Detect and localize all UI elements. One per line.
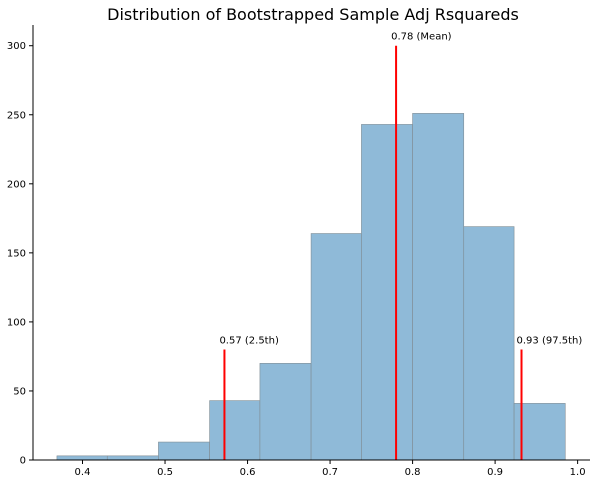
y-tick-label: 0 (20, 456, 26, 467)
axes: 0.4 0.5 0.6 0.7 0.8 0.9 1.0 0 50 100 150 200 250 300 (7, 25, 590, 478)
histogram-bar (310, 233, 362, 461)
y-tick-label: 150 (7, 248, 26, 259)
x-tick-label: 0.8 (405, 467, 421, 478)
x-tick-label: 0.7 (322, 467, 338, 478)
x-tick-label: 0.4 (75, 467, 91, 478)
percentile-marker-label: 0.57 (2.5th) (219, 336, 279, 347)
percentile-marker-label: 0.93 (97.5th) (517, 336, 583, 347)
histogram-bar (412, 113, 465, 461)
histogram-bar (463, 226, 515, 461)
histogram-bar (513, 403, 566, 461)
x-tick-label: 0.9 (487, 467, 503, 478)
x-tick-label: 0.6 (240, 467, 256, 478)
y-tick-label: 300 (7, 41, 26, 52)
y-tick-label: 100 (7, 317, 26, 328)
y-tick-label: 200 (7, 179, 26, 190)
histogram-bar (106, 455, 159, 461)
histogram-bar (259, 363, 312, 461)
chart-title: Distribution of Bootstrapped Sample Adj … (107, 5, 519, 24)
x-tick-label: 1.0 (570, 467, 586, 478)
histogram-bar (158, 441, 210, 461)
histogram-bars (56, 113, 566, 461)
y-tick-label: 50 (13, 386, 26, 397)
histogram-bar (361, 124, 413, 461)
histogram-bar (209, 400, 261, 461)
histogram-bar (56, 455, 108, 461)
percentile-marker-label: 0.78 (Mean) (391, 32, 452, 43)
percentile-markers: 0.57 (2.5th) 0.78 (Mean) 0.93 (97.5th) (219, 32, 582, 460)
y-tick-label: 250 (7, 110, 26, 121)
x-tick-label: 0.5 (157, 467, 173, 478)
